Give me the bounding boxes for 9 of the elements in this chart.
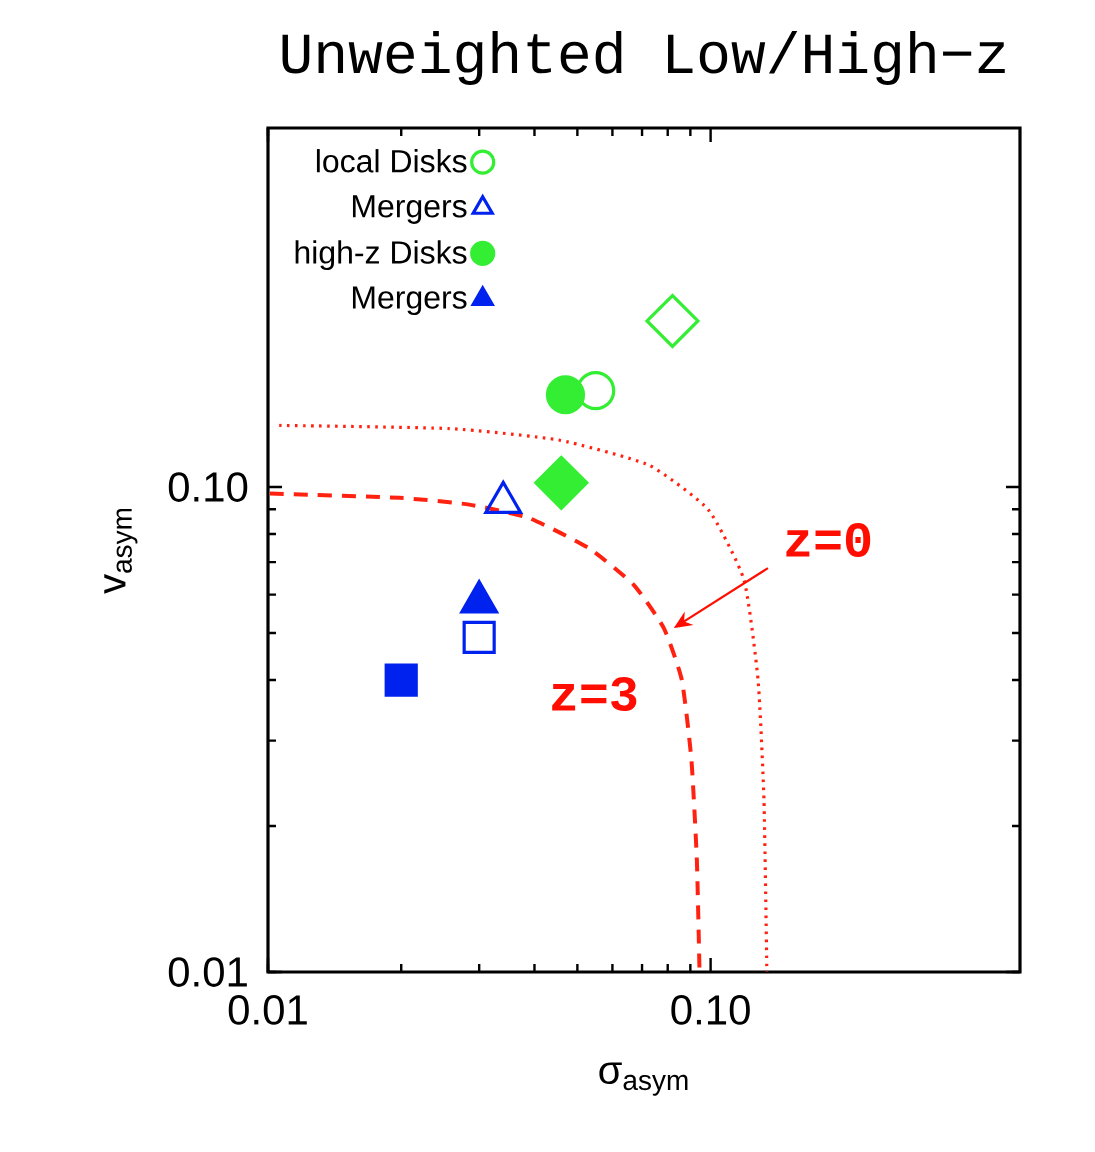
annotation: z=0 <box>786 523 871 558</box>
legend-label: local Disks <box>316 149 467 173</box>
annotation: z=3 <box>552 677 637 712</box>
legend-label: high-z Disks <box>295 240 467 271</box>
y-axis-title: v$_{asym}$ <box>104 508 138 594</box>
x-axis-title: σ$_{asym}$ <box>599 1062 688 1096</box>
legend-label: Mergers <box>352 195 467 224</box>
legend-label: Mergers <box>352 286 467 316</box>
chart-title: Unweighted Low/High−z <box>282 30 1005 85</box>
